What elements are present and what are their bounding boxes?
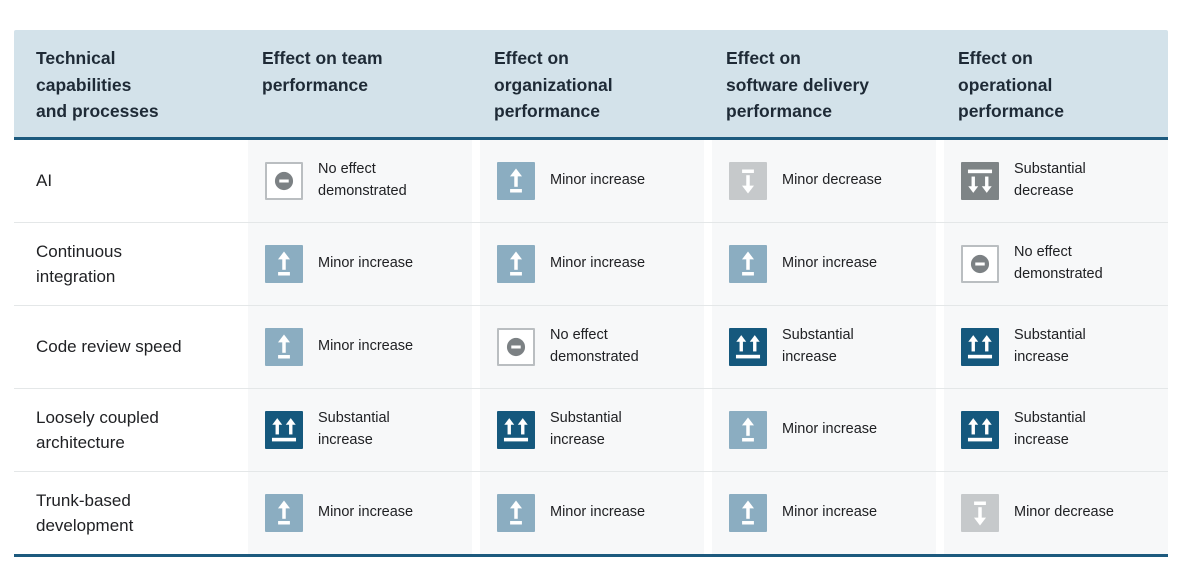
effect-cell-minor-decrease: Minor decrease: [712, 140, 936, 222]
effect-label: Minor increase: [782, 421, 878, 438]
effect-cell-no-effect: No effect demonstrated: [248, 140, 472, 222]
column-header-organizational-performance: Effect on organizational performance: [494, 48, 613, 122]
column-header-operational-performance: Effect on operational performance: [958, 48, 1065, 122]
single-up-arrow-icon: [265, 494, 303, 532]
effect-cell-substantial-increase: Substantial increase: [712, 306, 936, 388]
row-label: Code review speed: [36, 337, 182, 357]
effect-cell-substantial-increase: Substantial increase: [480, 389, 704, 471]
effect-label: Substantial increase: [1014, 327, 1086, 365]
double-up-arrow-icon: [265, 411, 303, 449]
effect-cell-minor-increase: Minor increase: [248, 223, 472, 305]
table-row: Continuous integration Minor increase Mino…: [14, 222, 1168, 305]
effect-cell-no-effect: No effect demonstrated: [480, 306, 704, 388]
effect-cell-substantial-increase: Substantial increase: [944, 306, 1168, 388]
effect-cell-substantial-increase: Substantial increase: [944, 389, 1168, 471]
effect-cell-minor-increase: Minor increase: [480, 140, 704, 222]
effect-label: Substantial increase: [318, 410, 390, 448]
double-down-arrow-icon: [961, 162, 999, 200]
row-label: Continuous integration: [36, 241, 123, 287]
double-up-arrow-icon: [497, 411, 535, 449]
minus-circle-icon: [265, 162, 303, 200]
effect-label: Substantial increase: [782, 327, 854, 365]
single-up-arrow-icon: [497, 245, 535, 283]
single-up-arrow-icon: [265, 245, 303, 283]
effect-cell-minor-increase: Minor increase: [248, 306, 472, 388]
double-up-arrow-icon: [961, 411, 999, 449]
effect-label: Substantial decrease: [1014, 161, 1086, 199]
minus-circle-icon: [961, 245, 999, 283]
table-header-row: Technical capabilities and processes Eff…: [14, 30, 1168, 140]
row-label: AI: [36, 171, 53, 191]
single-up-arrow-icon: [265, 328, 303, 366]
effect-label: No effect demonstrated: [318, 161, 407, 199]
effect-label: Minor increase: [318, 255, 414, 272]
effect-cell-minor-increase: Minor increase: [712, 472, 936, 554]
column-header-capabilities: Technical capabilities and processes: [36, 48, 159, 122]
effect-cell-minor-increase: Minor increase: [712, 223, 936, 305]
row-label: Trunk-based development: [36, 490, 134, 536]
single-up-arrow-icon: [497, 162, 535, 200]
single-up-arrow-icon: [729, 411, 767, 449]
single-down-arrow-icon: [729, 162, 767, 200]
minus-circle-icon: [497, 328, 535, 366]
table-body: AI No effect demonstrated Minor increase Mi…: [14, 140, 1168, 557]
effect-cell-minor-increase: Minor increase: [480, 223, 704, 305]
effect-label: Minor increase: [318, 504, 414, 521]
effect-cell-minor-increase: Minor increase: [712, 389, 936, 471]
capabilities-effects-table: Technical capabilities and processes Eff…: [14, 30, 1168, 557]
row-label: Loosely coupled architecture: [36, 407, 159, 453]
effect-label: Minor increase: [550, 172, 646, 189]
effect-cell-minor-increase: Minor increase: [248, 472, 472, 554]
single-up-arrow-icon: [729, 494, 767, 532]
effect-label: Substantial increase: [550, 410, 622, 448]
effect-label: No effect demonstrated: [550, 327, 639, 365]
double-up-arrow-icon: [729, 328, 767, 366]
single-up-arrow-icon: [497, 494, 535, 532]
effect-label: Minor increase: [550, 255, 646, 272]
table-row: AI No effect demonstrated Minor increase Mi…: [14, 140, 1168, 222]
table-row: Trunk-based development Minor increase Min…: [14, 471, 1168, 554]
effect-label: Minor increase: [782, 504, 878, 521]
single-up-arrow-icon: [729, 245, 767, 283]
double-up-arrow-icon: [961, 328, 999, 366]
effect-label: No effect demonstrated: [1014, 244, 1103, 282]
effect-cell-minor-decrease: Minor decrease: [944, 472, 1168, 554]
effect-label: Minor decrease: [782, 172, 882, 189]
effect-label: Minor increase: [782, 255, 878, 272]
table-row: Loosely coupled architecture Substantial …: [14, 388, 1168, 471]
column-header-team-performance: Effect on team performance: [262, 48, 383, 95]
single-down-arrow-icon: [961, 494, 999, 532]
effect-cell-substantial-increase: Substantial increase: [248, 389, 472, 471]
column-header-software-delivery-performance: Effect on software delivery performance: [726, 48, 869, 122]
effect-cell-minor-increase: Minor increase: [480, 472, 704, 554]
effect-cell-substantial-decrease: Substantial decrease: [944, 140, 1168, 222]
effect-label: Minor decrease: [1014, 504, 1114, 521]
effect-label: Minor increase: [318, 338, 414, 355]
effect-label: Substantial increase: [1014, 410, 1086, 448]
table-row: Code review speed Minor increase No effect…: [14, 305, 1168, 388]
effect-cell-no-effect: No effect demonstrated: [944, 223, 1168, 305]
effect-label: Minor increase: [550, 504, 646, 521]
